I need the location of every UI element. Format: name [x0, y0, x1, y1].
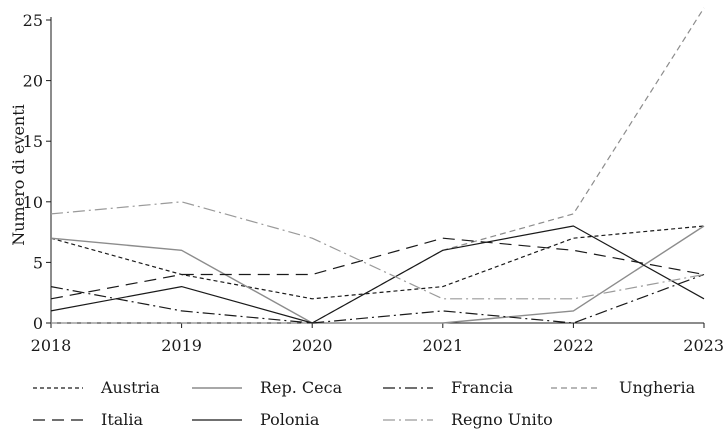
- x-tick-label-2018: 2018: [31, 336, 72, 355]
- series-line-francia: [50, 273, 705, 324]
- y-axis-title: Numero di eventi: [9, 104, 28, 246]
- legend-label-regno-unito: Regno Unito: [451, 410, 553, 429]
- series-line-polonia: [50, 225, 705, 324]
- y-tick-label-10: 10: [23, 193, 43, 212]
- x-tick-label-2021: 2021: [422, 336, 463, 355]
- legend-item-francia: Francia: [383, 378, 514, 397]
- x-tick-label-2019: 2019: [161, 336, 202, 355]
- series-line-ungheria: [51, 7, 705, 324]
- legend-item-italia: Italia: [33, 410, 144, 429]
- legend-label-rep-ceca: Rep. Ceca: [260, 378, 343, 397]
- legend-item-regno-unito: Regno Unito: [383, 410, 553, 429]
- legend-label-italia: Italia: [101, 410, 144, 429]
- legend-label-austria: Austria: [100, 378, 160, 397]
- legend: Austria Rep. Ceca Francia Ungheria Italia Pol…: [33, 378, 696, 429]
- legend-item-polonia: Polonia: [192, 410, 320, 429]
- y-tick-label-25: 25: [23, 11, 43, 30]
- legend-label-polonia: Polonia: [260, 410, 320, 429]
- series-line-regno-unito: [50, 201, 705, 300]
- series-line-rep-ceca: [50, 225, 705, 324]
- y-tick-label-15: 15: [23, 132, 43, 151]
- legend-item-rep-ceca: Rep. Ceca: [192, 378, 343, 397]
- series-line-austria: [50, 225, 705, 300]
- legend-item-ungheria: Ungheria: [551, 378, 696, 397]
- y-tick-label-5: 5: [33, 253, 43, 272]
- legend-label-francia: Francia: [451, 378, 514, 397]
- y-tick-label-0: 0: [33, 314, 43, 333]
- x-tick-label-2023: 2023: [683, 336, 724, 355]
- series-layer: [50, 7, 705, 324]
- legend-label-ungheria: Ungheria: [619, 378, 696, 397]
- x-tick-label-2022: 2022: [553, 336, 594, 355]
- legend-item-austria: Austria: [33, 378, 160, 397]
- y-tick-label-20: 20: [23, 72, 43, 91]
- axes: 0 5 10 15 20 25 2018 2019 2020 2021 2022 2023: [23, 11, 724, 355]
- x-tick-label-2020: 2020: [292, 336, 333, 355]
- series-line-italia: [50, 237, 705, 300]
